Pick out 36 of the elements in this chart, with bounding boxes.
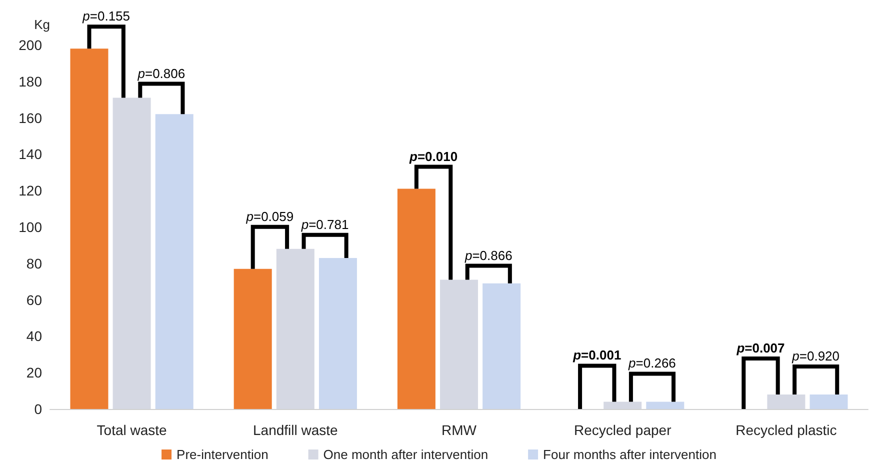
bar <box>112 98 151 409</box>
annotation: p=0.781 <box>300 216 349 232</box>
y-tick-label: 60 <box>26 292 42 308</box>
y-tick-label: 160 <box>18 110 42 126</box>
annotation: p=0.007 <box>736 340 785 356</box>
x-tick-label: Total waste <box>96 422 168 438</box>
x-tick-label: Recycled paper <box>574 422 672 438</box>
legend-label: One month after intervention <box>323 447 488 462</box>
annotation: p=0.920 <box>791 348 840 364</box>
bar <box>276 248 314 409</box>
annotation: p=0.059 <box>245 208 294 224</box>
annotation: p=0.010 <box>408 148 458 164</box>
y-tick-label: 120 <box>18 182 42 199</box>
y-tick-label: 80 <box>26 255 42 272</box>
y-tick-label: 140 <box>18 146 42 162</box>
annotation: p=0.266 <box>628 356 676 371</box>
y-axis-title: Kg <box>34 17 50 32</box>
bar <box>767 394 806 409</box>
x-tick-label: Landfill waste <box>252 422 338 438</box>
annotation: p=0.806 <box>136 66 186 81</box>
y-tick-label: 180 <box>18 73 42 90</box>
text: p=0.155 <box>82 8 130 24</box>
y-tick-label: 200 <box>18 37 42 53</box>
x-tick-label: RMW <box>442 422 478 438</box>
x-tick-label: Recycled plastic <box>736 422 837 438</box>
y-tick-label: 100 <box>18 219 42 235</box>
annotation: p=0.001 <box>572 348 622 363</box>
bar <box>604 402 642 409</box>
bar <box>440 280 478 409</box>
y-tick-label: 0 <box>34 401 42 417</box>
bar <box>646 402 684 409</box>
legend-label: Pre-intervention <box>176 447 268 462</box>
legend-label: Four months after intervention <box>543 447 716 462</box>
y-tick-label: 20 <box>26 364 42 381</box>
y-tick-label: 40 <box>26 328 42 344</box>
annotation: p=0.866 <box>464 248 512 263</box>
